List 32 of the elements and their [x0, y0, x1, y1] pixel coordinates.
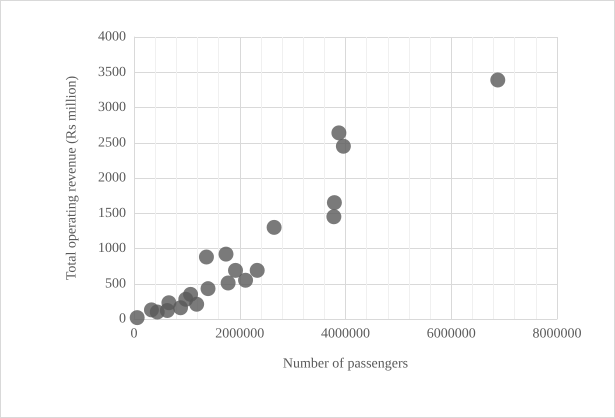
- point: [218, 246, 234, 262]
- x-axis-title: Number of passengers: [282, 356, 408, 372]
- y-tick-label: 3500: [98, 64, 126, 80]
- point: [331, 125, 346, 140]
- point: [130, 310, 145, 326]
- x-tick-label: 6000000: [426, 326, 476, 342]
- point: [490, 72, 506, 88]
- point: [326, 209, 342, 224]
- y-tick-label: 0: [119, 312, 126, 326]
- y-tick-label: 2000: [98, 170, 126, 186]
- y-tick-label: 1000: [98, 241, 126, 256]
- y-tick-label: 1500: [98, 206, 126, 221]
- point: [228, 262, 244, 278]
- y-tick-label: 3000: [98, 100, 126, 115]
- point: [161, 295, 176, 310]
- x-tick-label: 4000000: [321, 326, 370, 342]
- point: [250, 262, 265, 278]
- point: [220, 276, 236, 291]
- point: [238, 272, 254, 288]
- point: [336, 138, 351, 154]
- point: [326, 195, 342, 210]
- point: [200, 281, 216, 296]
- y-axis-title: Total operating revenue (Rs million): [64, 76, 80, 280]
- y-tick-label: 4000: [98, 30, 126, 44]
- point: [198, 249, 214, 264]
- x-tick-label: 2000000: [215, 326, 264, 342]
- y-tick-label: 500: [105, 276, 126, 292]
- point: [189, 296, 204, 312]
- y-tick-label: 2500: [98, 135, 126, 150]
- point: [266, 220, 282, 235]
- x-tick-label: 0: [130, 326, 138, 342]
- x-tick-label: 8000000: [532, 326, 582, 342]
